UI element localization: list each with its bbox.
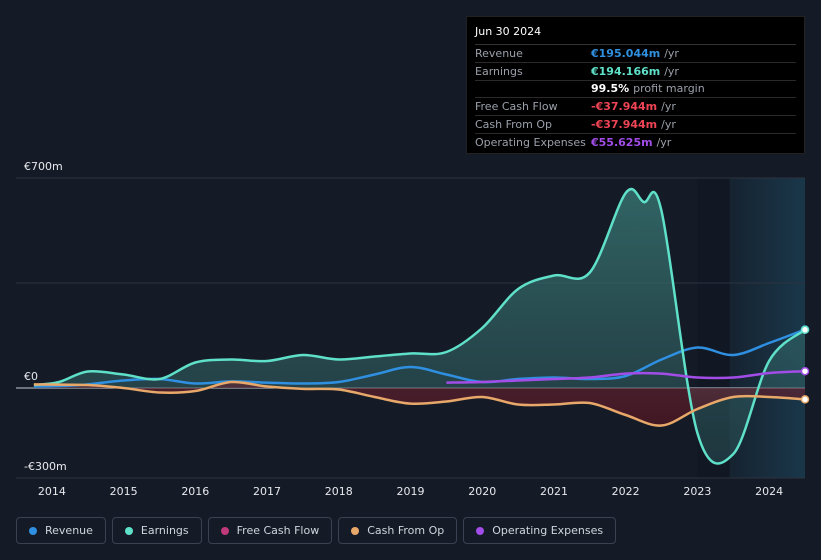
- cash-from-op-point: [800, 395, 810, 404]
- legend-label: Revenue: [45, 524, 93, 537]
- x-tick-label: 2023: [683, 485, 712, 498]
- earnings-point: [800, 325, 810, 335]
- earnings-line: [33, 187, 806, 465]
- tooltip-value: -€37.944m: [591, 118, 658, 132]
- tooltip-value: 99.5%: [591, 82, 630, 96]
- tooltip-unit: /yr: [664, 46, 679, 60]
- y-tick-label-top: €700m: [24, 160, 63, 173]
- legend-revenue[interactable]: Revenue: [16, 517, 106, 544]
- tooltip-label: Free Cash Flow: [475, 100, 558, 114]
- tooltip-row: Free Cash Flow -€37.944m/yr: [475, 98, 796, 117]
- legend-free-cash-flow[interactable]: Free Cash Flow: [207, 517, 333, 544]
- tooltip-date: Jun 30 2024: [475, 25, 796, 45]
- legend-label: Free Cash Flow: [236, 524, 320, 537]
- legend-label: Cash From Op: [367, 524, 445, 537]
- tooltip-unit: profit margin: [633, 82, 705, 96]
- data-tooltip: Jun 30 2024 Revenue €195.044m/yr Earnings €…: [466, 16, 805, 154]
- tooltip-label: Earnings: [475, 64, 523, 78]
- tooltip-label: Cash From Op: [475, 118, 553, 132]
- x-tick-label: 2017: [253, 485, 282, 498]
- y-tick-label-zero: €0: [24, 370, 38, 383]
- tooltip-value: €194.166m: [591, 64, 661, 78]
- operating-expenses-point: [800, 366, 810, 376]
- earnings-area: [33, 189, 805, 464]
- legend-label: Operating Expenses: [492, 524, 604, 537]
- tooltip-row: Cash From Op -€37.944m/yr: [475, 116, 796, 134]
- tooltip-row: Revenue €195.044m/yr: [475, 45, 796, 63]
- legend-label: Earnings: [140, 524, 189, 537]
- tooltip-row: 99.5% profit margin: [475, 81, 796, 99]
- x-tick-label: 2015: [109, 485, 138, 498]
- tooltip-value: €55.625m: [591, 135, 653, 149]
- legend-earnings[interactable]: Earnings: [111, 517, 202, 544]
- tooltip-value: -€37.944m: [591, 100, 658, 114]
- x-tick-label: 2021: [539, 485, 568, 498]
- tooltip-unit: /yr: [664, 64, 679, 78]
- x-tick-label: 2014: [37, 485, 66, 498]
- tooltip-unit: /yr: [661, 100, 676, 114]
- legend-dot-icon: [476, 526, 485, 535]
- legend-dot-icon: [29, 526, 37, 535]
- financial-chart: [16, 177, 810, 479]
- legend-operating-expenses[interactable]: Operating Expenses: [463, 517, 617, 544]
- operating-expenses-line: [446, 369, 806, 384]
- x-tick-label: 2020: [468, 485, 497, 498]
- legend-dot-icon: [124, 526, 133, 535]
- tooltip-row: Operating Expenses €55.625m/yr: [475, 134, 796, 151]
- x-tick-label: 2022: [611, 485, 640, 498]
- tooltip-unit: /yr: [661, 118, 676, 132]
- tooltip-row: Earnings €194.166m/yr: [475, 63, 796, 81]
- x-tick-label: 2016: [181, 485, 210, 498]
- legend-cash-from-op[interactable]: Cash From Op: [338, 517, 458, 544]
- tooltip-label: Revenue: [475, 46, 523, 60]
- tooltip-label: Operating Expenses: [475, 135, 586, 149]
- legend-dot-icon: [220, 526, 229, 535]
- x-tick-label: 2018: [324, 485, 353, 498]
- tooltip-value: €195.044m: [591, 46, 661, 60]
- x-tick-label: 2024: [755, 485, 784, 498]
- legend-dot-icon: [351, 526, 360, 535]
- cash-from-op-line: [33, 380, 806, 427]
- x-tick-label: 2019: [396, 485, 425, 498]
- tooltip-unit: /yr: [656, 135, 672, 149]
- chart-legend: Revenue Earnings Free Cash Flow Cash From O…: [16, 517, 617, 544]
- y-tick-label-bottom: -€300m: [24, 460, 67, 473]
